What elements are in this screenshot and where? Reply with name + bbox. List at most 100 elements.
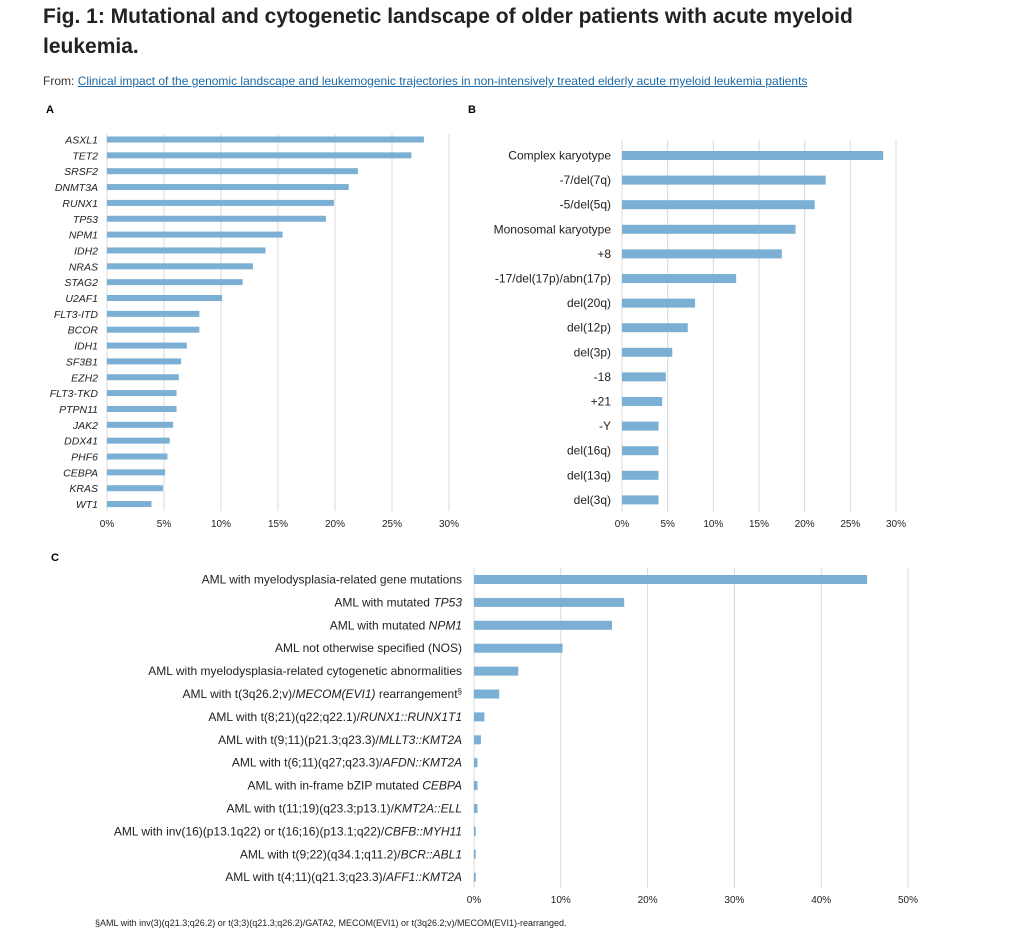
panel-c-bar <box>474 872 476 882</box>
panel-a-category-label: TP53 <box>73 214 98 226</box>
panel-a-category-label: CEBPA <box>63 467 98 479</box>
panel-a-category-label: PTPN11 <box>59 404 98 416</box>
source-line: From: Clinical impact of the genomic lan… <box>43 74 807 88</box>
panel-b-tick-label: 30% <box>886 519 906 530</box>
panel-a-category-label: NRAS <box>69 261 98 273</box>
panel-b-category-label: del(3p) <box>574 345 611 359</box>
panel-c-bar <box>474 689 500 699</box>
panel-a-category-label: RUNX1 <box>62 198 98 210</box>
panel-a-category-label: SRSF2 <box>64 166 98 178</box>
panel-a-bar <box>107 374 179 381</box>
panel-b-bar <box>622 372 666 382</box>
panel-a-bar <box>107 437 170 444</box>
panel-a-bar <box>107 168 358 175</box>
panel-b-tick-label: 5% <box>660 519 675 530</box>
panel-a-tick-label: 15% <box>268 519 288 530</box>
panel-b-tick-label: 10% <box>703 519 723 530</box>
panel-c-category-label: AML with mutated TP53 <box>334 595 462 609</box>
panel-a-category-label: FLT3-ITD <box>54 309 99 321</box>
panel-c-category-label: AML with t(6;11)(q27;q23.3)/AFDN::KMT2A <box>232 756 462 770</box>
panel-b-category-label: Monosomal karyotype <box>494 222 612 236</box>
panel-a-bar <box>107 310 200 317</box>
panel-b-bar <box>622 274 737 283</box>
panel-a-bar <box>107 295 223 301</box>
panel-c-bar <box>474 849 476 859</box>
panel-b-bar <box>622 323 688 333</box>
panel-a-bar <box>107 263 253 270</box>
panel-a-tick-label: 10% <box>211 519 231 530</box>
panel-a-bar <box>107 231 283 238</box>
panel-a-tick-label: 25% <box>382 519 402 530</box>
panel-a-bar <box>107 215 326 222</box>
panel-a-category-label: IDH2 <box>74 245 98 257</box>
panel-a-tick-label: 5% <box>157 519 172 530</box>
panel-c-category-label: AML with t(3q26.2;v)/MECOM(EVI1) rearran… <box>183 687 462 701</box>
figure-title: Fig. 1: Mutational and cytogenetic lands… <box>43 5 853 58</box>
panel-a-category-label: BCOR <box>68 325 99 337</box>
panel-c-bar <box>474 826 476 836</box>
from-label: From: <box>43 74 75 88</box>
panel-b-category-label: Complex karyotype <box>508 149 611 163</box>
panel-c-tick-label: 10% <box>551 895 571 906</box>
panel-a-bar <box>107 342 187 349</box>
panel-c-category-label: AML with t(9;22)(q34.1;q11.2)/BCR::ABL1 <box>240 847 462 861</box>
panel-c-category-label: AML with myelodysplasia-related gene mut… <box>202 573 462 587</box>
panel-c-category-label: AML not otherwise specified (NOS) <box>275 641 462 655</box>
panel-c-bar <box>474 666 519 676</box>
panel-a-bar <box>107 247 266 254</box>
panel-a-category-label: NPM1 <box>69 230 98 242</box>
panel-a-bar <box>107 485 163 492</box>
panel-a-bar <box>107 358 182 365</box>
panel-b-tick-label: 15% <box>749 519 769 530</box>
panel-a-bar <box>107 152 412 159</box>
panel-c-bar <box>474 804 478 813</box>
panel-c-bar <box>474 712 485 722</box>
source-article-link[interactable]: Clinical impact of the genomic landscape… <box>77 74 808 88</box>
panel-c-bar <box>474 597 625 607</box>
panel-c-category-label: AML with t(9;11)(p21.3;q23.3)/MLLT3::KMT… <box>218 733 462 747</box>
panel-a-bar <box>107 421 174 428</box>
panel-c-category-label: AML with t(8;21)(q22;q22.1)/RUNX1::RUNX1… <box>208 710 462 724</box>
panel-a-category-label: PHF6 <box>71 452 98 464</box>
panel-c-bar <box>474 620 613 630</box>
panel-c-bar <box>474 643 563 653</box>
panel-a-tick-label: 30% <box>439 519 459 530</box>
panel-b-bar <box>622 200 815 210</box>
panel-b-bar <box>622 446 659 456</box>
panel-c-tick-label: 50% <box>898 895 918 906</box>
panel-b-bar <box>622 298 696 308</box>
panel-a-category-label: KRAS <box>69 483 98 495</box>
panel-b-bar <box>622 224 796 234</box>
panel-a-category-label: FLT3-TKD <box>50 388 99 400</box>
panel-b-category-label: del(16q) <box>567 444 611 458</box>
panel-c-category-label: AML with in-frame bZIP mutated CEBPA <box>247 779 462 793</box>
panel-a-category-label: SF3B1 <box>66 356 98 368</box>
panel-c-tick-label: 20% <box>638 895 658 906</box>
panel-a-category-label: JAK2 <box>72 420 98 432</box>
panel-b-bar <box>622 470 659 480</box>
panel-b-bar <box>622 347 673 357</box>
panel-a-bar <box>107 453 168 460</box>
panel-b-tick-label: 0% <box>615 519 630 530</box>
panel-b-category-label: +8 <box>597 247 611 261</box>
panel-c-bar <box>474 781 478 791</box>
panel-c-category-label: AML with myelodysplasia-related cytogene… <box>148 664 462 678</box>
panel-a-bar <box>107 390 177 397</box>
panel-a-bar <box>107 199 334 206</box>
panel-a-bar <box>107 136 424 143</box>
panel-a-bar <box>107 405 177 412</box>
panel-a-bar <box>107 326 200 333</box>
panel-b-category-label: del(3q) <box>574 493 611 507</box>
panel-c-category-label: AML with t(4;11)(q21.3;q23.3)/AFF1::KMT2… <box>225 870 462 884</box>
panel-c-bar <box>474 735 481 745</box>
panel-a-category-label: ASXL1 <box>64 135 98 147</box>
panel-b-bar <box>622 397 663 406</box>
figure-footnote: §AML with inv(3)(q21.3;q26.2) or t(3;3)(… <box>95 918 567 928</box>
panel-b-category-label: -18 <box>594 370 612 384</box>
panel-a-tick-label: 20% <box>325 519 345 530</box>
panel-a-label: A <box>46 104 54 116</box>
panel-a-category-label: IDH1 <box>74 341 98 353</box>
panel-b-label: B <box>468 104 476 116</box>
